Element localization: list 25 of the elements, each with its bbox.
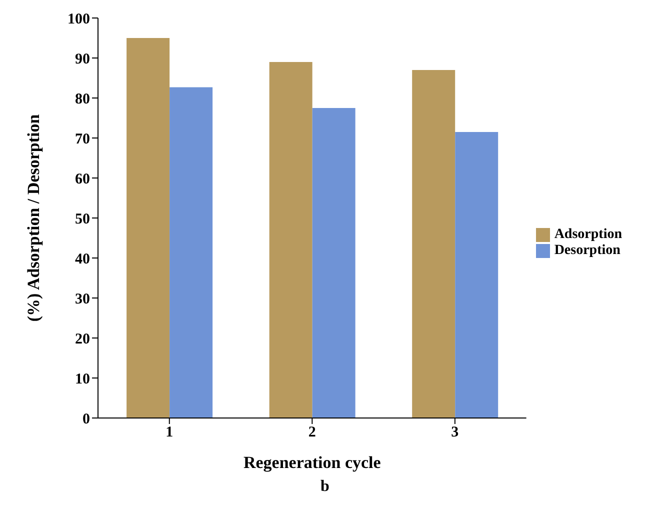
x-tick-label: 2: [308, 424, 316, 441]
legend-label: Adsorption: [554, 227, 622, 242]
bar: [269, 62, 312, 418]
y-tick-label: 50: [75, 211, 90, 228]
y-axis-title: (%) Adsorption / Desorption: [24, 114, 44, 322]
bar: [312, 108, 356, 418]
y-tick-label: 60: [75, 171, 90, 188]
bar: [170, 87, 213, 418]
y-tick-label: 20: [75, 331, 90, 348]
text: b: [320, 478, 330, 496]
bar: [455, 132, 498, 418]
bar: [412, 70, 456, 418]
y-tick-label: 100: [68, 11, 90, 28]
x-tick-label: 1: [166, 424, 174, 441]
legend-label: Desorption: [554, 243, 620, 258]
bar: [126, 38, 170, 418]
y-tick-label: 0: [82, 411, 90, 428]
y-tick-label: 70: [75, 131, 90, 148]
y-tick-label: 30: [75, 291, 90, 308]
x-tick-label: 3: [451, 424, 459, 441]
y-tick-label: 10: [75, 371, 90, 388]
y-tick-label: 90: [75, 51, 90, 68]
y-tick-label: 40: [75, 251, 90, 268]
y-tick-label: 80: [75, 91, 90, 108]
x-axis-title: Regeneration cycle: [243, 453, 382, 472]
